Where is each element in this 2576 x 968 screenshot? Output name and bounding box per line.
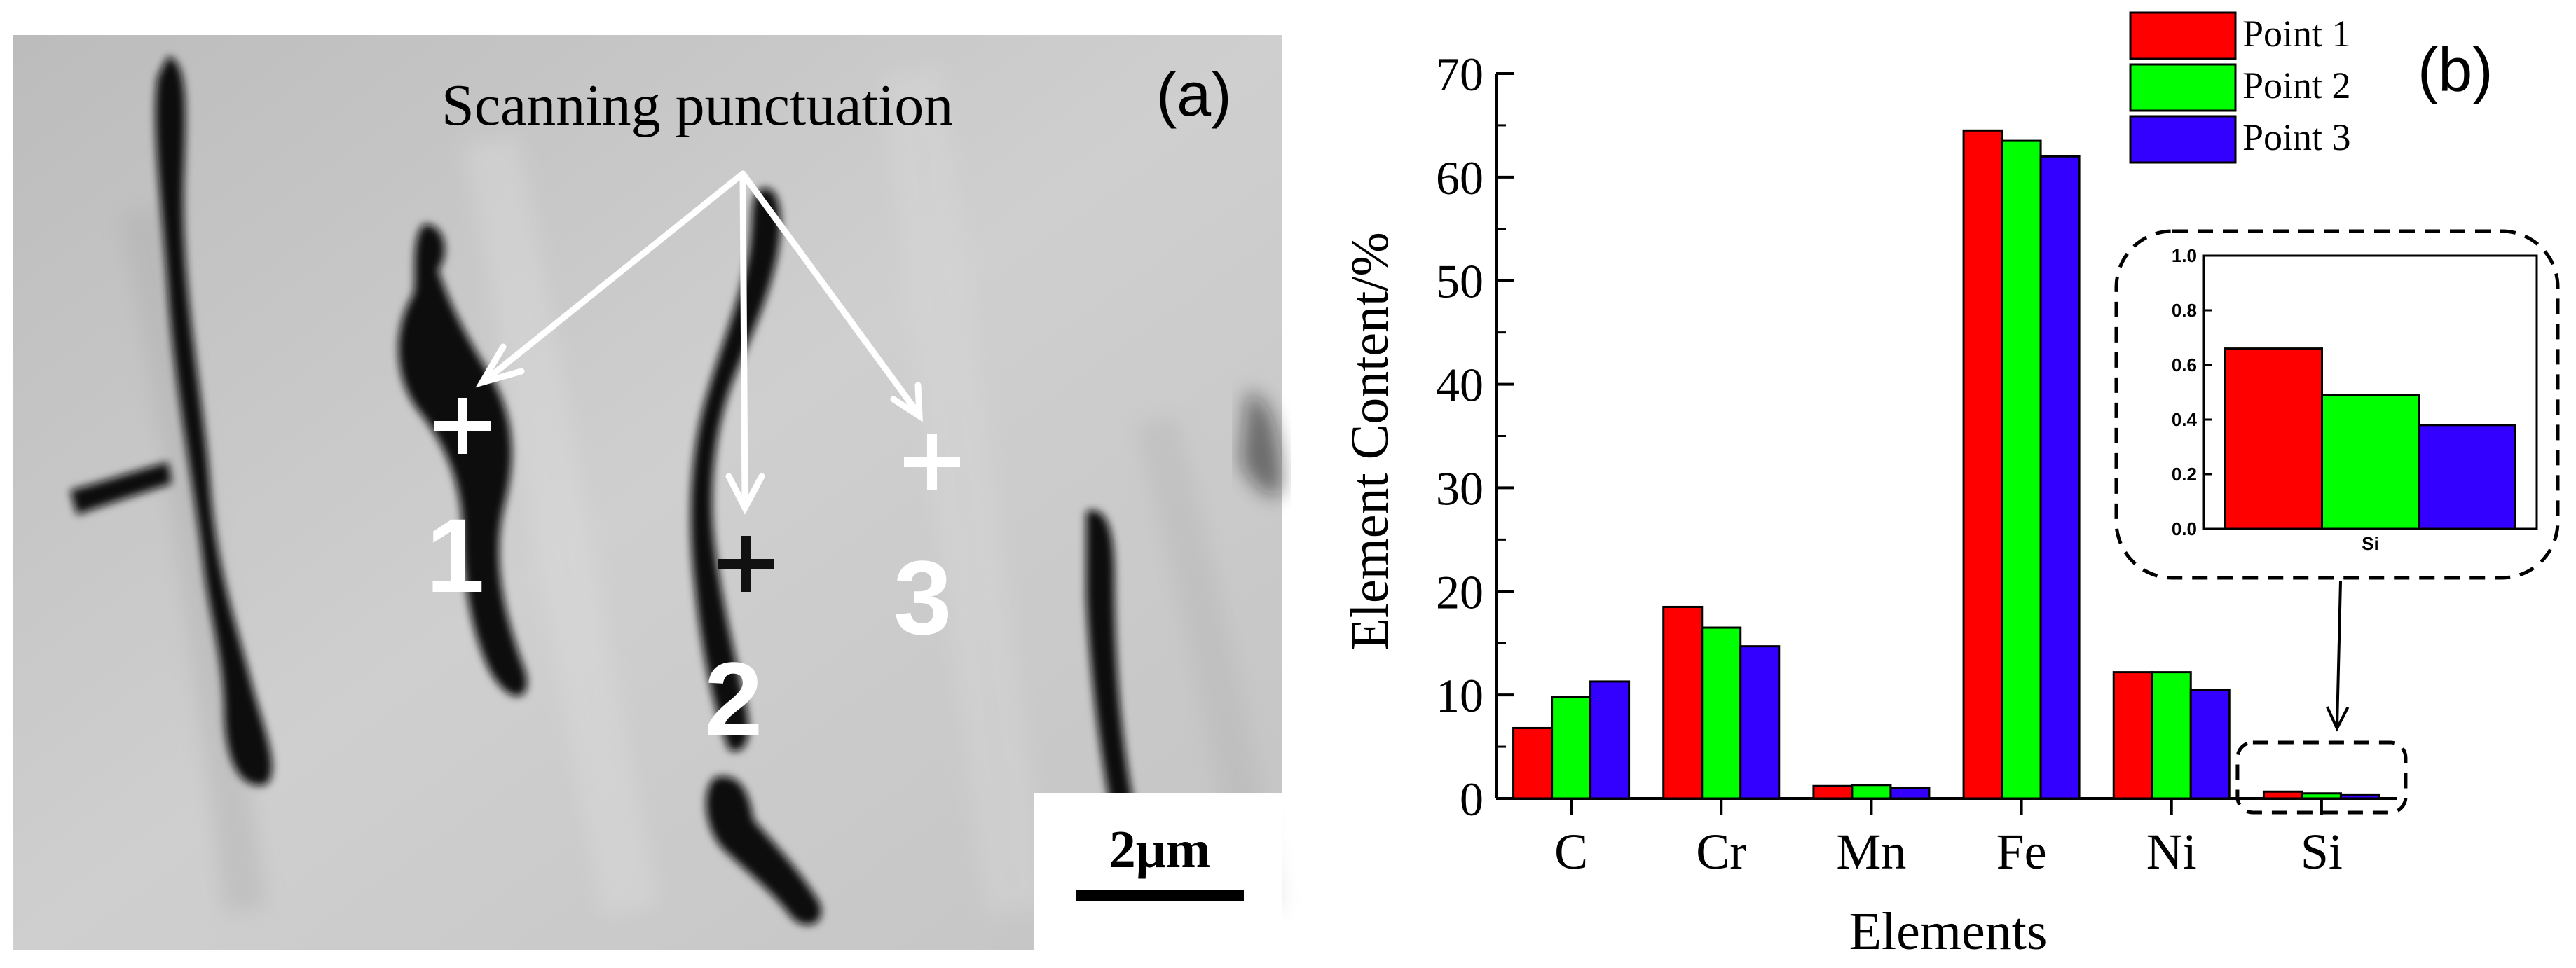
arrow-to-point-3: [739, 170, 922, 417]
y-tick-label: 50: [1436, 255, 1484, 308]
legend-swatch-point-2: [2129, 63, 2237, 112]
x-tick-label: C: [1554, 824, 1588, 880]
annotation-text: Scanning punctuation: [441, 73, 953, 138]
x-tick-label: Mn: [1836, 824, 1906, 880]
dark-phase-left: [155, 56, 273, 786]
x-tick-label: Ni: [2146, 824, 2197, 880]
micrograph-panel: Scanning punctuation (a): [13, 35, 1282, 950]
bar-ni-point-3: [2189, 689, 2231, 800]
inset-pointer-arrow: [2335, 581, 2342, 729]
point-label-1: 1: [426, 497, 484, 614]
bar-ni-point-2: [2151, 671, 2192, 800]
scale-bar-box: [1034, 793, 1282, 950]
dark-phase-edge: [1240, 392, 1282, 496]
marker-3: [904, 434, 960, 490]
micrograph-texture: [119, 66, 1282, 916]
legend-label-point-3: Point 3: [2242, 116, 2351, 158]
bar-mn-point-2: [1851, 784, 1892, 800]
y-tick-label: 0: [1460, 773, 1484, 826]
bar-chart: (b) Element Content/% Elements 0 10 20 30 40…: [1341, 11, 2560, 961]
scan-markers: [434, 398, 960, 592]
bar-si-point-2: [2301, 792, 2342, 800]
legend-label-point-2: Point 2: [2242, 64, 2351, 106]
bar-fe-point-2: [2001, 139, 2042, 800]
inset-y-tick-label: 0.8: [2172, 300, 2197, 321]
si-highlight-box: [2235, 740, 2408, 815]
y-tick-label: 60: [1436, 151, 1484, 205]
inset-y-tick-label: 1.0: [2172, 245, 2197, 266]
y-tick-label: 70: [1436, 48, 1484, 101]
bar-si-point-3: [2339, 793, 2380, 800]
point-label-2: 2: [704, 640, 762, 758]
inset-bar-si-point-1: [2224, 347, 2323, 530]
bar-mn-point-1: [1812, 784, 1854, 800]
inset-pointer-arrowhead: [2326, 706, 2350, 732]
inset-y-tick-label: 0.2: [2172, 464, 2197, 485]
bar-ni-point-1: [2112, 671, 2153, 800]
bar-mn-point-3: [1889, 787, 1931, 800]
arrow-to-point-2: [739, 170, 748, 508]
legend-swatch-point-3: [2129, 115, 2237, 164]
bar-fe-point-3: [2039, 155, 2081, 800]
bar-cr-point-2: [1701, 626, 1742, 800]
dark-phase-point2-lower: [706, 776, 821, 925]
marker-1: [434, 398, 491, 454]
y-tick-label: 30: [1436, 462, 1484, 515]
y-tick-label: 10: [1436, 669, 1484, 722]
scale-bar-label: 2μm: [1109, 820, 1210, 879]
x-axis-label: Elements: [1849, 902, 2048, 961]
marker-2: [718, 536, 774, 592]
inset-y-tick-label: 0.4: [2172, 409, 2198, 430]
inset-x-tick-label: Si: [2362, 533, 2379, 554]
legend-swatch-point-1: [2129, 11, 2237, 60]
bar-c-point-2: [1551, 696, 1592, 800]
scale-bar: [1076, 890, 1244, 901]
y-tick-label: 20: [1436, 565, 1484, 618]
arrowhead-3: [890, 382, 923, 422]
dark-phase-left-spur: [70, 462, 172, 515]
y-axis-label: Element Content/%: [1341, 232, 1399, 650]
dark-phase-right: [1086, 510, 1137, 839]
bar-c-point-1: [1512, 726, 1554, 800]
chart-panel: (b) Element Content/% Elements 0 10 20 30 40…: [1303, 0, 2576, 964]
inset-bar-si-point-3: [2418, 424, 2516, 530]
x-tick-label: Fe: [1996, 824, 2047, 880]
inset-y-tick-label: 0.0: [2172, 518, 2197, 539]
point-label-3: 3: [893, 539, 952, 656]
y-tick-label: 40: [1436, 359, 1484, 412]
arrow-to-point-1: [480, 170, 746, 385]
inset-y-tick-label: 0.6: [2172, 354, 2197, 375]
panel-b-label: (b): [2418, 35, 2493, 104]
dark-phase-group: [70, 56, 1282, 925]
arrowhead-2: [725, 473, 765, 515]
legend-label-point-1: Point 1: [2242, 13, 2351, 55]
arrowhead-1: [475, 343, 525, 388]
point-labels: 1 2 3: [426, 497, 952, 758]
dark-phase-point2-upper: [690, 188, 781, 752]
inset-callout-box: [2114, 229, 2560, 580]
micrograph-svg: Scanning punctuation (a): [13, 35, 1282, 950]
bar-fe-point-1: [1962, 129, 2003, 800]
x-tick-label: Si: [2301, 824, 2343, 880]
bar-cr-point-3: [1739, 645, 1781, 800]
bar-cr-point-1: [1662, 605, 1704, 800]
x-tick-label: Cr: [1696, 824, 1746, 880]
annotation-arrows: [475, 170, 923, 515]
bar-si-point-1: [2262, 790, 2303, 800]
panel-a-label: (a): [1156, 60, 1232, 129]
bar-c-point-3: [1589, 680, 1631, 800]
inset-bar-si-point-2: [2321, 394, 2420, 530]
dark-phase-point1: [398, 224, 527, 696]
